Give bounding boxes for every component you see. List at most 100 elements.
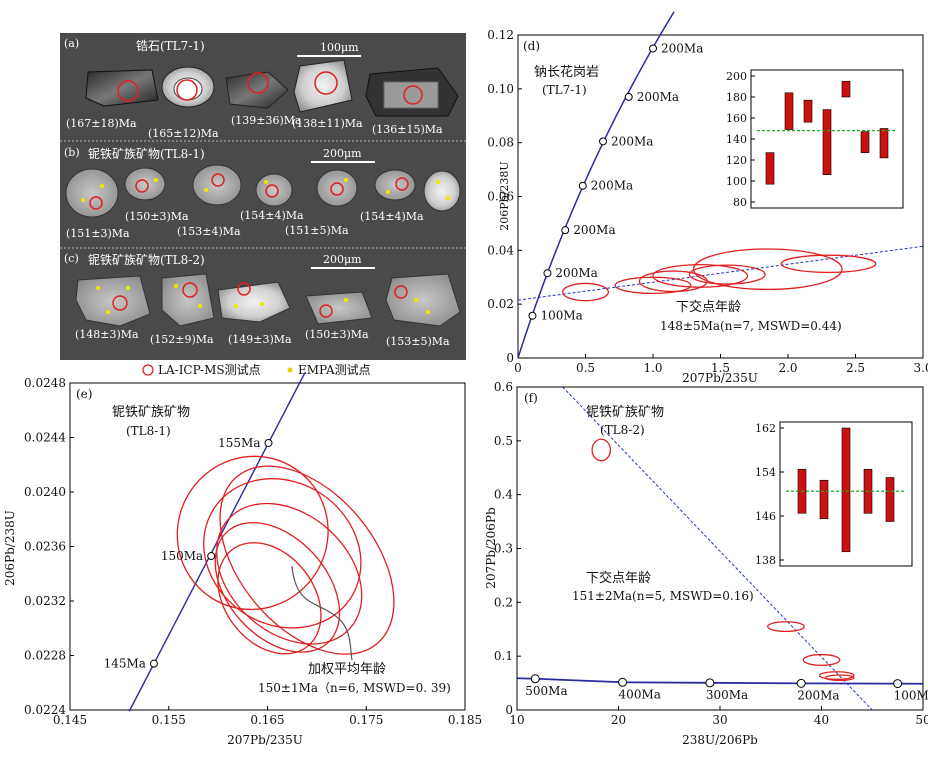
legend-laicpms: LA-ICP-MS测试点 — [158, 362, 261, 377]
error-ellipse — [216, 502, 363, 645]
columbite-grain — [316, 169, 358, 207]
concordia-age-marker — [543, 269, 552, 278]
error-ellipse — [217, 542, 322, 655]
empa-spot — [204, 188, 208, 192]
error-ellipse — [652, 263, 749, 288]
laicpms-spot — [182, 282, 198, 298]
chart-d-annotation-title: 下交点年龄 — [676, 299, 741, 315]
panel-c: (c) 铌铁矿族矿物(TL8-2) 200μm (148±3) — [64, 252, 461, 348]
y-tick-label: 0.0232 — [24, 594, 66, 608]
chart-d-label: (d) — [523, 39, 540, 53]
concordia-age-label: 200Ma — [611, 134, 653, 148]
x-tick-label: 20 — [611, 713, 626, 727]
error-ellipse — [802, 653, 841, 666]
empa-spot — [436, 180, 440, 184]
y-tick-label: 0.0228 — [24, 649, 66, 663]
x-tick-label: 10 — [509, 713, 524, 727]
concordia-age-label: 200Ma — [555, 266, 597, 280]
concordia-age-label: 100Ma — [540, 309, 582, 323]
empa-spot — [198, 304, 202, 308]
panel-b-scale: 200μm — [323, 147, 362, 160]
chart-d-ylabel: 206Pb/238U — [498, 161, 511, 230]
laicpms-spot — [89, 196, 103, 210]
inset-y-tick-label: 160 — [726, 112, 747, 125]
error-ellipse — [591, 438, 612, 462]
y-tick-label: 0.0236 — [24, 540, 66, 554]
panel-a-age-5: (136±15)Ma — [372, 123, 443, 136]
panel-c-age-2: (152±9)Ma — [150, 333, 214, 346]
laicpms-spot — [117, 80, 139, 102]
panel-b-age-6: (154±4)Ma — [360, 210, 424, 223]
concordia-age-label: 500Ma — [525, 684, 567, 698]
chart-e-annotation-title: 加权平均年龄 — [308, 661, 386, 677]
columbite-grain — [124, 167, 166, 201]
y-tick-label: 0.06 — [487, 190, 514, 204]
panel-a-age-3: (139±36)Ma — [231, 114, 302, 127]
chart-d-annotation-result: 148±5Ma(n=7, MSWD=0.44) — [660, 319, 842, 333]
inset-y-tick-label: 100 — [726, 175, 747, 188]
panel-a-age-1: (167±18)Ma — [66, 117, 137, 130]
concordia-age-marker — [705, 678, 715, 688]
concordia-age-marker — [599, 137, 608, 146]
age-bar — [803, 99, 813, 123]
error-ellipse — [824, 674, 855, 682]
zircon-grain-1 — [85, 69, 159, 107]
chart-d-subtitle: (TL7-1) — [542, 83, 587, 97]
concordia-age-marker — [528, 311, 537, 320]
x-tick-label: 2.5 — [846, 361, 865, 375]
panel-b-age-2: (150±3)Ma — [125, 210, 189, 223]
panel-a: (a) 锆石(TL7-1) 100μm (167±18)Ma (165±12)M… — [64, 37, 459, 140]
legend-empa: EMPA测试点 — [298, 362, 371, 377]
age-bar — [841, 80, 851, 98]
chart-e-title: 铌铁矿族矿物 — [112, 404, 190, 420]
chart-f-subtitle: (TL8-2) — [600, 423, 645, 437]
concordia-age-marker — [578, 181, 587, 190]
inset-y-tick-label: 140 — [726, 133, 747, 146]
empa-legend-icon — [287, 367, 293, 373]
zircon-core-2 — [173, 77, 203, 101]
empa-spot — [154, 178, 158, 182]
x-tick-label: 0.5 — [576, 361, 595, 375]
panel-b-label: (b) — [64, 146, 80, 159]
error-ellipse — [203, 478, 362, 629]
chart-e-annotation-result: 150±1Ma（n=6, MSWD=0. 39) — [258, 681, 451, 695]
concordia-age-marker — [264, 438, 273, 447]
error-ellipse — [561, 282, 610, 302]
concordia-age-label: 300Ma — [706, 688, 748, 702]
error-ellipse — [214, 521, 341, 653]
chart-f-ylabel: 207Pb/206Pb — [484, 507, 498, 589]
laicpms-spot — [135, 179, 149, 193]
discordia-line — [562, 386, 873, 711]
annotation-pointer — [291, 565, 353, 661]
x-tick-label: 40 — [814, 713, 829, 727]
age-bar — [860, 131, 870, 153]
legend: LA-ICP-MS测试点 EMPA测试点 — [142, 362, 371, 377]
concordia-age-label: 400Ma — [619, 687, 661, 701]
error-ellipse — [767, 621, 805, 633]
chart-f-title: 铌铁矿族矿物 — [586, 404, 664, 420]
laicpms-spot — [211, 173, 225, 187]
concordia-age-marker — [893, 679, 903, 689]
empa-spot — [126, 286, 130, 290]
chart-e-xlabel: 207Pb/235U — [227, 733, 303, 747]
age-bar — [841, 427, 851, 553]
empa-spot — [174, 284, 178, 288]
y-tick-label: 0 — [505, 703, 513, 717]
y-tick-label: 0.0248 — [24, 376, 66, 390]
y-tick-label: 0.0240 — [24, 485, 66, 499]
x-tick-label: 1.5 — [711, 361, 730, 375]
panel-b-age-1: (151±3)Ma — [66, 227, 130, 240]
laicpms-spot — [330, 182, 344, 196]
empa-spot — [100, 184, 104, 188]
inset-y-tick-label: 180 — [726, 91, 747, 104]
panel-b-age-3: (153±4)Ma — [177, 225, 241, 238]
columbite-grain — [192, 164, 242, 206]
concordia-age-marker — [796, 678, 806, 688]
concordia-age-marker — [624, 92, 633, 101]
concordia-curve — [516, 677, 924, 685]
concordia-age-label: 145Ma — [104, 657, 146, 671]
columbite-grain — [305, 291, 373, 325]
x-tick-label: 50 — [915, 713, 928, 727]
panel-c-age-4: (150±3)Ma — [305, 328, 369, 341]
